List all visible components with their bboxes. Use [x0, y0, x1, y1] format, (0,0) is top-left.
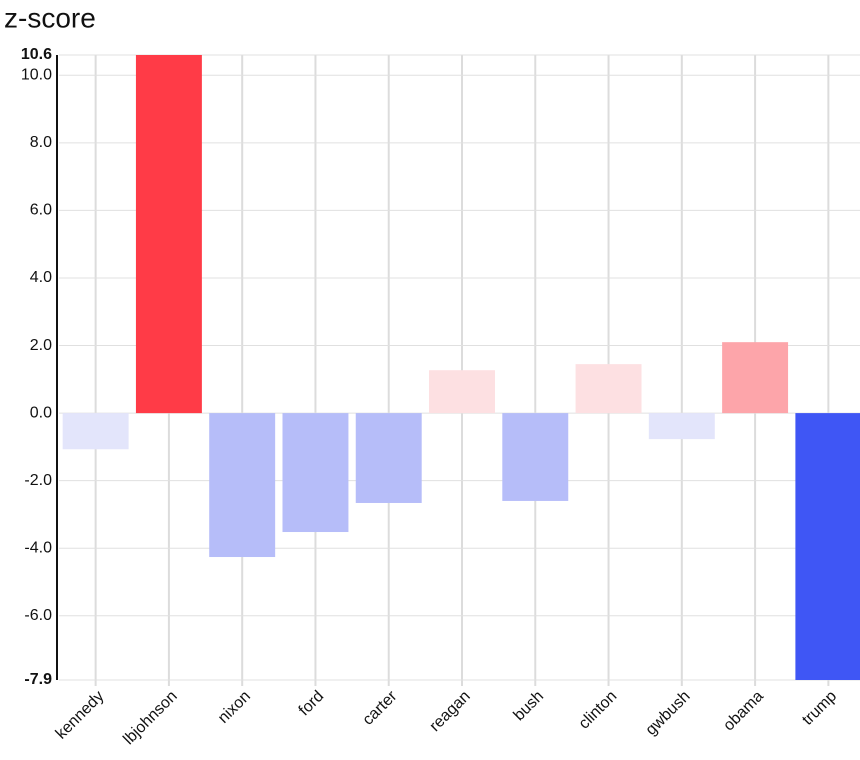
y-tick-label: 0.0 [30, 404, 52, 421]
y-tick-label: 6.0 [30, 202, 52, 219]
bar [722, 342, 789, 414]
x-tick-label: trump [799, 688, 840, 729]
y-tick-label: -7.9 [24, 671, 52, 688]
x-tick-label: ford [296, 688, 328, 720]
y-tick-label: -6.0 [24, 607, 52, 624]
x-tick-label: clinton [576, 688, 621, 733]
x-tick-label: kennedy [53, 688, 108, 743]
x-tick-label: nixon [215, 688, 254, 727]
bar [648, 413, 715, 440]
x-tick-label: obama [720, 688, 767, 735]
x-tick-label: bush [511, 688, 548, 725]
y-tick-label: 4.0 [30, 269, 52, 286]
bar [355, 413, 422, 503]
y-tick-label: -4.0 [24, 539, 52, 556]
x-tick-label: gwbush [643, 688, 694, 739]
bar [502, 413, 569, 501]
bar [282, 413, 349, 533]
x-tick-label: lbjohnson [120, 688, 180, 748]
y-tick-label: 8.0 [30, 134, 52, 151]
y-tick-label: 2.0 [30, 337, 52, 354]
chart-title: z-score [4, 2, 96, 33]
bar [209, 413, 276, 558]
x-tick-label: carter [360, 687, 401, 728]
bar [62, 413, 129, 450]
bar [795, 413, 860, 680]
y-tick-label: 10.0 [21, 66, 52, 83]
bar [429, 370, 495, 414]
bar [575, 364, 642, 414]
y-tick-label: -2.0 [24, 472, 52, 489]
y-tick-label: 10.6 [21, 46, 52, 63]
x-tick-label: reagan [427, 688, 474, 735]
bar [135, 55, 202, 414]
